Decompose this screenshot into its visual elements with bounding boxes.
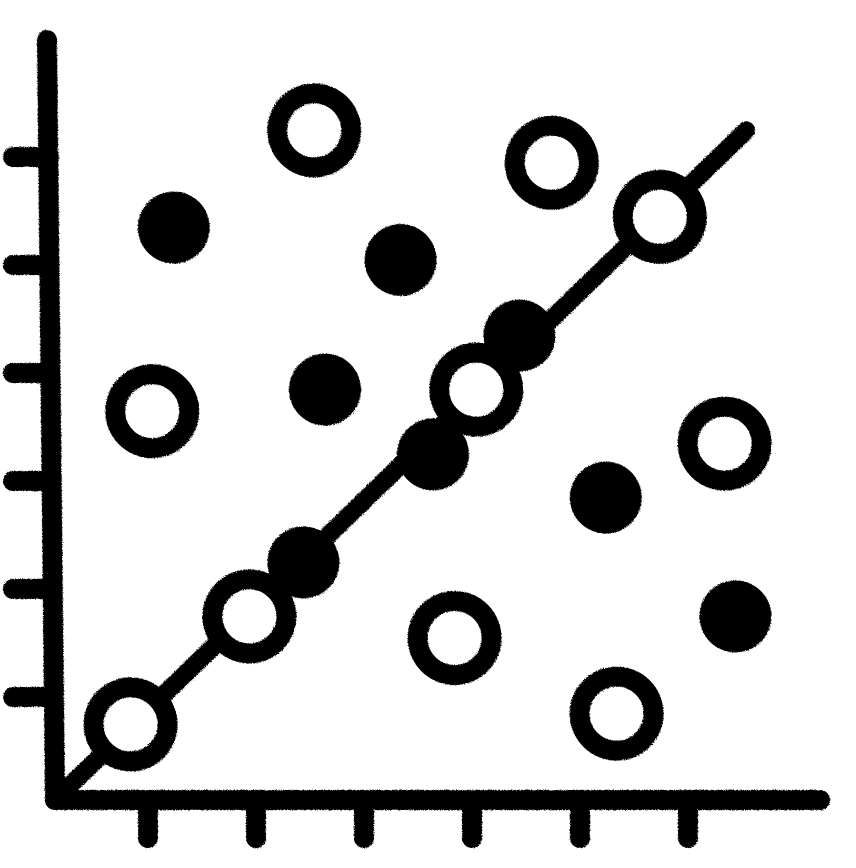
open-point-6 xyxy=(267,83,362,178)
filled-point-6 xyxy=(289,353,361,426)
open-point-7 xyxy=(504,115,599,210)
open-point-5 xyxy=(105,364,200,459)
open-point-2 xyxy=(202,569,297,664)
open-point-9 xyxy=(407,591,502,685)
filled-point-5 xyxy=(364,224,437,296)
filled-point-7 xyxy=(569,461,642,534)
filled-point-1 xyxy=(267,526,340,599)
open-point-1 xyxy=(83,677,178,772)
plot-layer xyxy=(3,30,830,848)
filled-point-2 xyxy=(397,418,469,491)
filled-point-8 xyxy=(699,580,772,653)
open-point-10 xyxy=(569,666,664,761)
open-point-8 xyxy=(677,396,772,491)
filled-point-3 xyxy=(483,299,556,372)
open-point-3 xyxy=(429,342,524,437)
filled-point-4 xyxy=(137,191,210,264)
open-point-4 xyxy=(612,169,707,264)
